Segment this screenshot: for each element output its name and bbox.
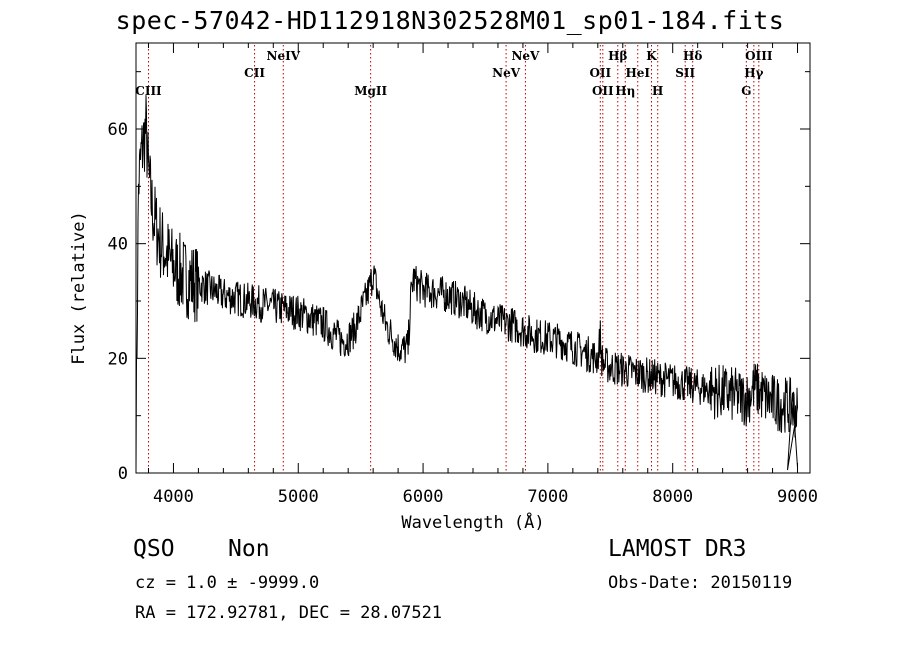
observation-date: Obs-Date: 20150119 (608, 573, 793, 593)
emission-line-markers (147, 45, 760, 472)
line-label: Hδ (683, 49, 702, 63)
x-tick-label: 8000 (652, 487, 693, 507)
line-label: NeV (492, 66, 521, 80)
x-tick-label: 6000 (403, 487, 444, 507)
line-label: Hγ (744, 66, 763, 80)
y-tick-label: 0 (118, 464, 128, 484)
x-tick-label: 7000 (527, 487, 568, 507)
line-label: CII (244, 66, 265, 80)
line-label: NeV (511, 49, 540, 63)
chart-title: spec-57042-HD112918N302528M01_sp01-184.f… (115, 6, 785, 35)
y-tick-label: 60 (108, 120, 128, 140)
y-tick-label: 20 (108, 349, 128, 369)
line-label: CIII (135, 84, 162, 98)
object-subclass: Non (228, 536, 270, 562)
line-label: NeIV (267, 49, 301, 63)
line-label: OII (589, 66, 611, 80)
line-label: MgII (354, 84, 387, 98)
x-axis: 4000 5000 6000 7000 8000 9000 (147, 43, 818, 507)
line-label: H (652, 84, 663, 98)
redshift-readout: cz = 1.0 ± -9999.0 (135, 573, 320, 593)
line-label: SII (675, 66, 695, 80)
object-class: QSO (133, 536, 175, 562)
line-label: HeI (625, 66, 650, 80)
line-label: K (646, 49, 657, 63)
x-axis-label: Wavelength (Å) (401, 511, 544, 533)
line-label: OII (592, 84, 614, 98)
y-tick-label: 40 (108, 235, 128, 255)
line-label: G (741, 84, 751, 98)
plot-frame (135, 42, 811, 474)
survey-name: LAMOST DR3 (608, 536, 747, 562)
coordinates-readout: RA = 172.92781, DEC = 28.07521 (135, 603, 443, 623)
x-tick-label: 9000 (777, 487, 818, 507)
y-axis: 0 20 40 60 (108, 71, 810, 484)
x-tick-label: 4000 (153, 487, 194, 507)
spectrum-line (135, 95, 799, 473)
x-tick-label: 5000 (278, 487, 319, 507)
line-label: OIII (745, 49, 773, 63)
line-label: Hη (615, 84, 635, 98)
y-axis-label: Flux (relative) (69, 211, 89, 365)
line-label: Hβ (608, 49, 627, 63)
